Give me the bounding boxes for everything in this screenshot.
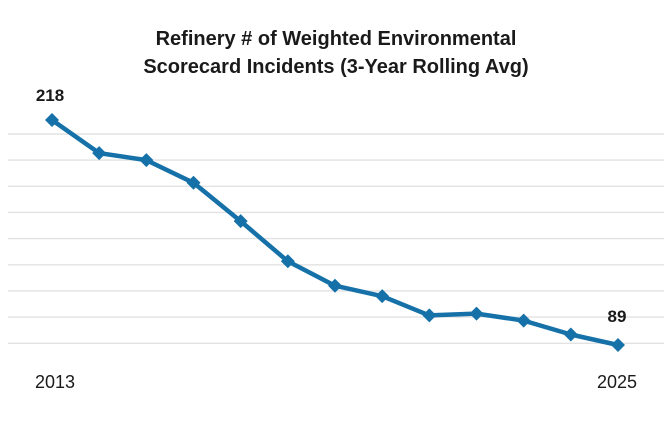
data-point-marker <box>516 313 531 328</box>
trend-line <box>49 117 621 348</box>
data-point-marker <box>422 308 437 323</box>
data-point-marker <box>611 338 625 353</box>
chart-title: Refinery # of Weighted Environmental Sco… <box>143 28 529 78</box>
last-value-label: 89 <box>608 307 627 326</box>
data-point-marker <box>186 175 201 190</box>
data-point-marker <box>280 254 295 269</box>
first-value-label: 218 <box>36 86 64 105</box>
data-point-marker <box>563 327 578 342</box>
data-point-marker <box>139 153 154 168</box>
data-point-marker <box>328 278 342 293</box>
data-point-marker <box>45 113 59 127</box>
data-point-marker <box>469 306 484 321</box>
data-point-marker <box>375 289 390 304</box>
x-axis-label-start: 2013 <box>35 372 75 392</box>
data-point-marker <box>233 214 248 229</box>
x-axis-label-end: 2025 <box>597 372 637 392</box>
data-point-marker <box>92 146 107 161</box>
